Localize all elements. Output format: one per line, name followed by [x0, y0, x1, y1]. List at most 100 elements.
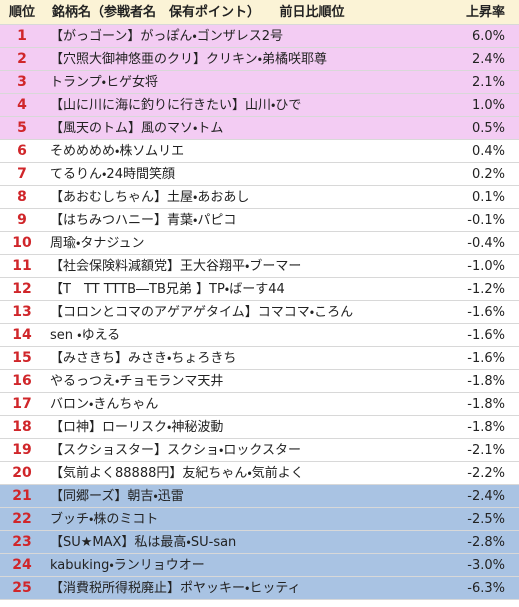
name: ブッチ・株のミコト: [50, 512, 159, 527]
table-row: 3 トランプ・ヒゲ女将 2.1%: [0, 71, 519, 94]
table-row: 20 【気前よく88888円】友紀ちゃん・気前よく -2.2%: [0, 462, 519, 485]
header-cell: 銘柄名（参戦者名 保有ポイント） 前日比順位: [52, 5, 345, 20]
name: 【T TT TTTB―TB兄弟 】TP・ばーす44: [50, 282, 285, 297]
change-rate: -0.4%: [467, 236, 505, 251]
change-rate: -1.6%: [467, 328, 505, 343]
name: 【コロンとコマのアゲアゲタイム】コマコマ・ころん: [50, 305, 354, 320]
rank: 17: [12, 396, 32, 412]
rank: 3: [17, 74, 27, 90]
name: 【SU★MAX】私は最高・SU-san: [50, 535, 237, 550]
rank: 5: [17, 120, 27, 136]
rank: 9: [17, 212, 27, 228]
rank: 25: [12, 580, 32, 596]
change-rate: -1.0%: [467, 259, 505, 274]
rank: 1: [17, 28, 27, 44]
name: バロン・きんちゃん: [50, 397, 159, 412]
change-rate: 0.4%: [471, 144, 505, 159]
table-row: 24 kabuking・ランリョウオー -3.0%: [0, 554, 519, 577]
name: 【気前よく88888円】友紀ちゃん・気前よく: [50, 466, 304, 481]
name: てるりん・24時間笑顔: [50, 167, 175, 182]
table-row: 25 【消費税所得税廃止】ポヤッキー・ヒッティ -6.3%: [0, 577, 519, 600]
name: トランプ・ヒゲ女将: [50, 75, 159, 90]
change-rate: 0.2%: [471, 167, 505, 182]
rank: 8: [17, 189, 27, 205]
name: 【穴照大御神悠亜のクリ】クリキン・弟橘咲耶尊: [50, 52, 328, 67]
table-row: 12 【T TT TTTB―TB兄弟 】TP・ばーす44 -1.2%: [0, 278, 519, 301]
table-row: 21 【同郷ーズ】朝吉・迅雷 -2.4%: [0, 485, 519, 508]
change-rate: -6.3%: [467, 581, 505, 596]
header-cell: 上昇率: [465, 5, 505, 20]
change-rate: -1.6%: [467, 351, 505, 366]
change-rate: -2.4%: [467, 489, 505, 504]
table-row: 22 ブッチ・株のミコト -2.5%: [0, 508, 519, 531]
name: 【消費税所得税廃止】ポヤッキー・ヒッティ: [50, 581, 301, 596]
rank: 23: [12, 534, 32, 550]
change-rate: -2.5%: [467, 512, 505, 527]
rank: 20: [12, 465, 32, 481]
table-row: 13 【コロンとコマのアゲアゲタイム】コマコマ・ころん -1.6%: [0, 301, 519, 324]
rank: 21: [12, 488, 32, 504]
name: 【ロ神】ローリスク・神秘波動: [50, 420, 224, 435]
rank: 18: [12, 419, 32, 435]
change-rate: -0.1%: [467, 213, 505, 228]
table-row: 10 周瑜・タナジュン -0.4%: [0, 232, 519, 255]
table-row: 14 sen ・ゆえる -1.6%: [0, 324, 519, 347]
rank: 6: [17, 143, 27, 159]
change-rate: 1.0%: [471, 98, 505, 113]
rank: 7: [17, 166, 27, 182]
name: 【社会保険料減額党】王大谷翔平・ブーマー: [50, 259, 302, 274]
name: やるっつえ・チョモランマ天井: [50, 374, 224, 389]
header-row: 順位 銘柄名（参戦者名 保有ポイント） 前日比順位 上昇率: [0, 0, 519, 25]
rank: 19: [12, 442, 32, 458]
change-rate: -2.2%: [467, 466, 505, 481]
change-rate: -1.8%: [467, 397, 505, 412]
change-rate: 0.5%: [471, 121, 505, 136]
table-row: 16 やるっつえ・チョモランマ天井 -1.8%: [0, 370, 519, 393]
change-rate: -1.8%: [467, 374, 505, 389]
change-rate: -1.2%: [467, 282, 505, 297]
rank: 11: [12, 258, 32, 274]
name: 【はちみつハニー】青葉・パピコ: [50, 213, 237, 228]
table-row: 18 【ロ神】ローリスク・神秘波動 -1.8%: [0, 416, 519, 439]
table-row: 4 【山に川に海に釣りに行きたい】山川・ひで 1.0%: [0, 94, 519, 117]
rank: 4: [17, 97, 27, 113]
change-rate: 2.1%: [471, 75, 505, 90]
name: そめめめめ・株ソムリエ: [50, 144, 185, 159]
table-row: 6 そめめめめ・株ソムリエ 0.4%: [0, 140, 519, 163]
rank: 2: [17, 51, 27, 67]
rank: 24: [12, 557, 32, 573]
name: 【風天のトム】風のマソ・トム: [50, 121, 224, 136]
table-row: 23 【SU★MAX】私は最高・SU-san -2.8%: [0, 531, 519, 554]
change-rate: 6.0%: [471, 29, 505, 44]
rank: 16: [12, 373, 32, 389]
change-rate: -2.8%: [467, 535, 505, 550]
change-rate: 2.4%: [471, 52, 505, 67]
name: 【スクショスター】スクショ・ロックスター: [50, 443, 302, 458]
rank: 12: [12, 281, 32, 297]
change-rate: 0.1%: [471, 190, 505, 205]
table-row: 5 【風天のトム】風のマソ・トム 0.5%: [0, 117, 519, 140]
table-row: 2 【穴照大御神悠亜のクリ】クリキン・弟橘咲耶尊 2.4%: [0, 48, 519, 71]
change-rate: -3.0%: [467, 558, 505, 573]
table-row: 11 【社会保険料減額党】王大谷翔平・ブーマー -1.0%: [0, 255, 519, 278]
name: 【あおむしちゃん】土屋・あおあし: [50, 190, 250, 205]
change-rate: -1.8%: [467, 420, 505, 435]
name: 周瑜・タナジュン: [50, 236, 145, 251]
rank: 22: [12, 511, 32, 527]
table-row: 17 バロン・きんちゃん -1.8%: [0, 393, 519, 416]
rank: 13: [12, 304, 32, 320]
table-row: 1 【がっゴーン】がっぽん・ゴンザレス2号 6.0%: [0, 25, 519, 48]
name: 【がっゴーン】がっぽん・ゴンザレス2号: [50, 29, 284, 44]
name: 【山に川に海に釣りに行きたい】山川・ひで: [50, 98, 302, 113]
table-row: 8 【あおむしちゃん】土屋・あおあし 0.1%: [0, 186, 519, 209]
name: kabuking・ランリョウオー: [50, 558, 205, 573]
name: sen ・ゆえる: [50, 328, 121, 343]
change-rate: -1.6%: [467, 305, 505, 320]
rank: 10: [12, 235, 32, 251]
table-row: 7 てるりん・24時間笑顔 0.2%: [0, 163, 519, 186]
header-cell: 順位: [8, 5, 35, 20]
rank: 15: [12, 350, 32, 366]
